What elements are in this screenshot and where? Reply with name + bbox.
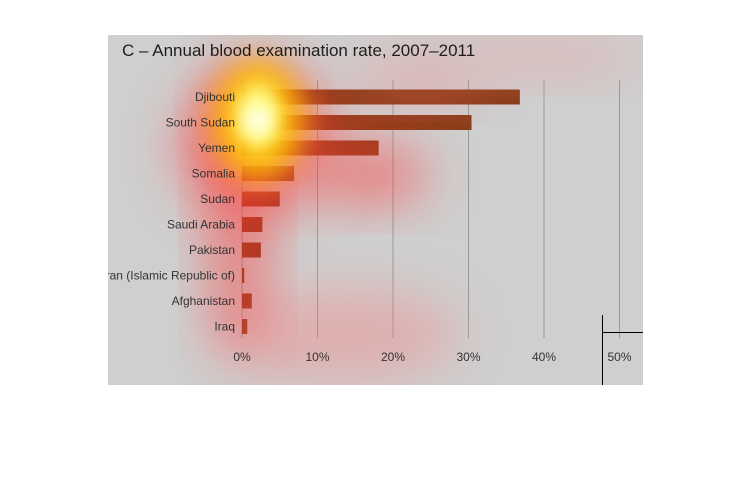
crop-mark-vertical (602, 315, 603, 385)
chart-canvas: 0% 10% 20% 30% 40% 50% Djibouti South Sudan Yeme… (108, 37, 638, 380)
heat-spot (318, 145, 428, 205)
category-label: South Sudan (166, 116, 235, 130)
category-label: Somalia (192, 167, 236, 181)
category-label: Iraq (214, 320, 235, 334)
chart-title: C – Annual blood examination rate, 2007–… (122, 41, 476, 60)
label-layer: 0% 10% 20% 30% 40% 50% Djibouti South Sudan Yeme… (108, 90, 632, 364)
heat-spot (218, 290, 458, 380)
category-label: Pakistan (189, 243, 235, 257)
x-tick-label: 20% (381, 350, 405, 364)
x-tick-label: 50% (607, 350, 631, 364)
x-tick-label: 30% (456, 350, 480, 364)
chart-figure: 0% 10% 20% 30% 40% 50% Djibouti South Sudan Yeme… (108, 35, 643, 385)
category-label: Afghanistan (172, 294, 235, 308)
x-tick-label: 10% (305, 350, 329, 364)
category-label: Yemen (198, 141, 235, 155)
x-tick-label: 40% (532, 350, 556, 364)
category-label: Iran (Islamic Republic of) (108, 269, 235, 283)
crop-mark-horizontal (602, 332, 643, 333)
heat-spot (246, 108, 270, 132)
category-label: Saudi Arabia (167, 218, 235, 232)
category-label: Sudan (200, 192, 235, 206)
heat-spot (458, 37, 638, 77)
heat-spot (348, 57, 488, 101)
x-tick-label: 0% (233, 350, 251, 364)
category-label: Djibouti (195, 90, 235, 104)
attention-heatmap (178, 37, 638, 380)
